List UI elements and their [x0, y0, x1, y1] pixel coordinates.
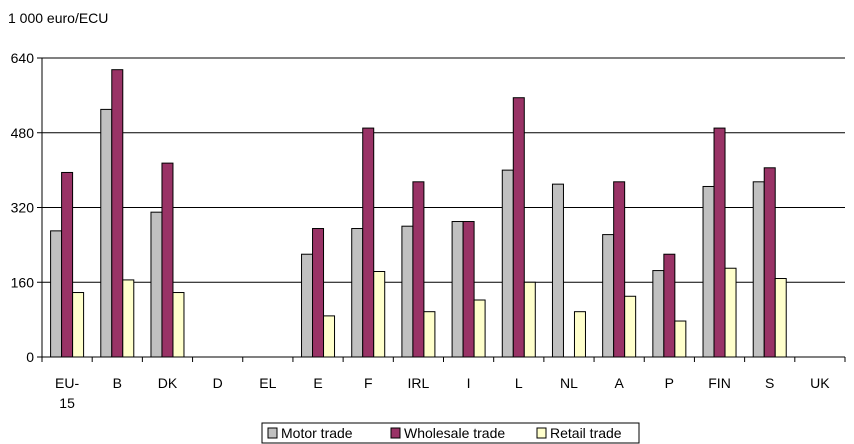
bar-motor-trade-p — [652, 270, 665, 358]
bar-wholesale-trade-f — [362, 127, 375, 358]
bar-motor-trade-l — [501, 169, 514, 358]
x-tick-label: D — [213, 375, 223, 391]
bar-motor-trade-fin — [702, 185, 715, 358]
bar-motor-trade-b — [100, 108, 113, 358]
x-tick-label: P — [665, 375, 674, 391]
legend-swatch — [267, 427, 278, 439]
legend-label: Retail trade — [550, 425, 622, 441]
bar-wholesale-trade-i — [462, 221, 475, 358]
bar-retail-trade-dk — [172, 292, 185, 358]
x-tick-label: I — [467, 375, 471, 391]
bar-motor-trade-i — [451, 221, 464, 358]
bar-retail-trade-p — [674, 320, 687, 358]
legend-swatch — [536, 427, 547, 439]
x-tick-label: DK — [158, 375, 178, 391]
bar-motor-trade-nl — [551, 183, 564, 358]
y-axis-ticks: 0 160 320 480 640 — [11, 50, 42, 365]
bar-wholesale-trade-fin — [713, 127, 726, 358]
bar-wholesale-trade-dk — [161, 162, 174, 358]
bar-motor-trade-irl — [401, 225, 414, 358]
legend-swatch — [390, 427, 401, 439]
x-tick-label: F — [364, 375, 373, 391]
bar-wholesale-trade-a — [613, 181, 626, 358]
bar-retail-trade-a — [624, 295, 637, 358]
x-tick-label: FIN — [708, 375, 731, 391]
x-tick-label: NL — [560, 375, 578, 391]
x-tick-label: E — [313, 375, 322, 391]
bar-wholesale-trade-irl — [412, 181, 425, 358]
unit-label: 1 000 euro/ECU — [8, 10, 109, 26]
bar-wholesale-trade-l — [512, 97, 525, 358]
bar-motor-trade-s — [752, 181, 765, 358]
bar-motor-trade-eu15 — [50, 230, 63, 358]
x-tick-label: UK — [810, 375, 830, 391]
legend-label: Wholesale trade — [404, 425, 505, 441]
legend-label: Motor trade — [281, 425, 353, 441]
bar-retail-trade-nl — [573, 311, 586, 358]
y-tick-label: 480 — [11, 125, 35, 141]
legend: Motor trade Wholesale trade Retail trade — [261, 422, 640, 444]
bar-motor-trade-e — [301, 253, 314, 358]
bar-retail-trade-eu15 — [72, 292, 85, 358]
x-axis-ticks: EU- 15 B DK D EL E F IRL I L NL A P FIN S UK — [41, 357, 846, 411]
bar-retail-trade-s — [774, 278, 787, 358]
bar-retail-trade-irl — [423, 311, 436, 358]
bars — [50, 69, 787, 358]
x-tick-label: S — [765, 375, 774, 391]
bar-wholesale-trade-b — [111, 69, 124, 358]
x-tick-label: EU- — [55, 375, 79, 391]
bar-retail-trade-f — [373, 271, 386, 358]
x-tick-label: EL — [259, 375, 276, 391]
x-tick-label: A — [614, 375, 624, 391]
bar-wholesale-trade-s — [763, 167, 776, 358]
bar-retail-trade-fin — [724, 267, 737, 358]
x-tick-label: B — [113, 375, 122, 391]
y-tick-label: 0 — [26, 349, 34, 365]
bar-motor-trade-dk — [150, 211, 163, 358]
y-tick-label: 160 — [11, 274, 35, 290]
bar-retail-trade-e — [323, 315, 336, 358]
bar-retail-trade-l — [523, 281, 536, 358]
x-tick-label: L — [515, 375, 523, 391]
y-tick-label: 320 — [11, 200, 35, 216]
bar-wholesale-trade-e — [312, 228, 325, 358]
bar-retail-trade-i — [473, 299, 486, 358]
x-tick-label: IRL — [408, 375, 430, 391]
bar-wholesale-trade-eu15 — [61, 171, 74, 358]
bar-retail-trade-b — [122, 279, 135, 358]
bar-motor-trade-a — [602, 234, 615, 358]
x-tick-label: 15 — [59, 395, 75, 411]
bar-wholesale-trade-p — [663, 253, 676, 358]
bar-motor-trade-f — [351, 228, 364, 358]
y-tick-label: 640 — [11, 50, 35, 66]
